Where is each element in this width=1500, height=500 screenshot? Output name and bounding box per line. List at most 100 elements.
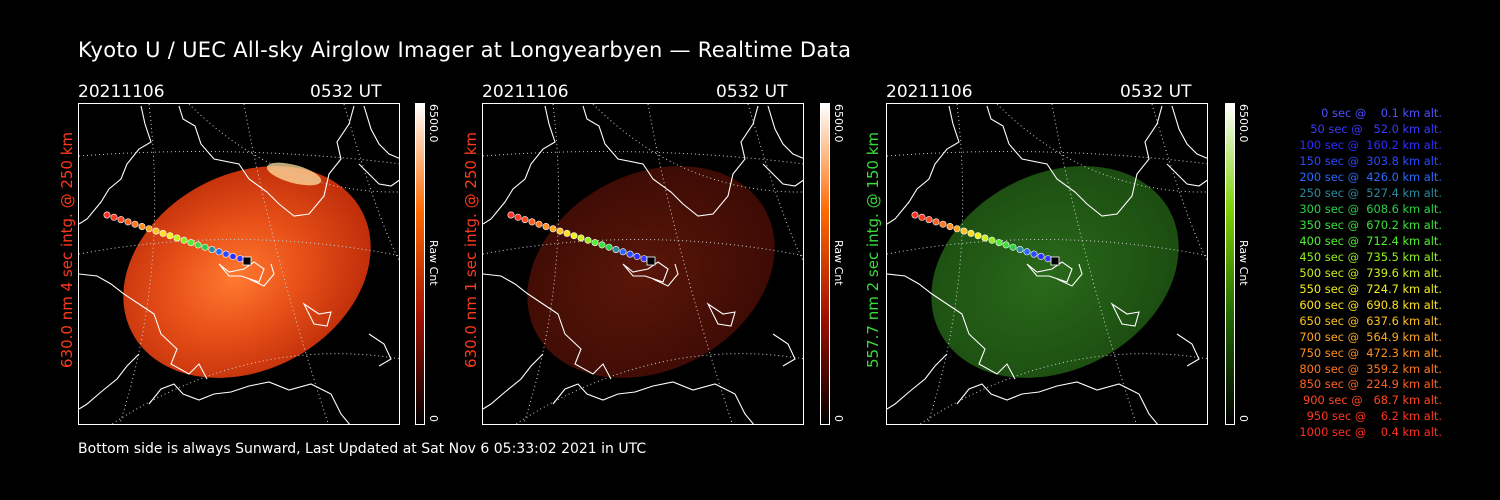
trajectory-point	[117, 216, 125, 224]
grid-line	[79, 151, 399, 165]
trajectory-point	[173, 234, 181, 242]
trajectory-point	[556, 227, 564, 235]
trajectory-point	[542, 223, 550, 231]
coastline	[956, 381, 1159, 424]
legend-row: 850 sec @ 224.9 km alt.	[1295, 377, 1442, 392]
panel-3-cbar-min: 0	[1237, 415, 1250, 422]
panel-1-cbar-unit: Raw Cnt	[427, 240, 440, 286]
panel-3-cbar-max: 6500.0	[1237, 104, 1250, 143]
coastline	[1110, 302, 1140, 327]
trajectory-point	[995, 239, 1003, 247]
grid-line	[747, 104, 803, 262]
coastline	[1166, 163, 1207, 187]
grid-line	[515, 353, 803, 424]
panel-1-side-label: 630.0 nm 4 sec intg. @ 250 km	[58, 131, 76, 368]
trajectory-point	[633, 252, 641, 260]
trajectory-point	[1044, 255, 1052, 263]
panel-3-colorbar	[1225, 103, 1235, 425]
panel-1-time: 0532 UT	[310, 82, 382, 102]
grid-line	[887, 151, 1207, 165]
coastline	[248, 263, 275, 287]
grid-line	[927, 104, 964, 424]
trajectory-point	[925, 216, 933, 224]
legend-row: 750 sec @ 472.3 km alt.	[1295, 345, 1442, 360]
trajectory-point	[1023, 248, 1031, 256]
trajectory-point	[911, 211, 919, 219]
trajectory-point	[918, 213, 926, 221]
airglow-disc	[123, 166, 371, 378]
coastline	[148, 381, 351, 424]
grid-line	[887, 238, 1207, 257]
panel-2-date: 20211106	[482, 82, 569, 102]
panel-2-cbar-unit: Raw Cnt	[832, 240, 845, 286]
trajectory-point	[974, 232, 982, 240]
legend-row: 800 sec @ 359.2 km alt.	[1295, 361, 1442, 376]
coastline	[652, 263, 679, 287]
trajectory-point	[236, 255, 244, 263]
legend-row: 100 sec @ 160.2 km alt.	[1295, 137, 1442, 152]
panel-3-time: 0532 UT	[1120, 82, 1192, 102]
trajectory-point	[521, 216, 529, 224]
trajectory-point	[138, 223, 146, 231]
legend-row: 150 sec @ 303.8 km alt.	[1295, 153, 1442, 168]
coastline	[358, 163, 399, 187]
station-marker	[1050, 256, 1060, 266]
airglow-disc	[527, 166, 775, 378]
coastline	[1026, 261, 1073, 283]
station-marker	[242, 256, 252, 266]
trajectory-point	[981, 234, 989, 242]
trajectory-point	[946, 223, 954, 231]
trajectory-point	[103, 211, 111, 219]
trajectory-point	[1016, 246, 1024, 254]
panel-1-colorbar	[415, 103, 425, 425]
trajectory-point	[528, 218, 536, 226]
panel-2-side-label: 630.0 nm 1 sec intg. @ 250 km	[462, 131, 480, 368]
legend-row: 200 sec @ 426.0 km alt.	[1295, 169, 1442, 184]
panel-2-colorbar	[820, 103, 830, 425]
legend-row: 900 sec @ 68.7 km alt.	[1299, 393, 1442, 408]
coastline	[1056, 263, 1083, 287]
coastline	[483, 105, 556, 225]
trajectory-point	[166, 232, 174, 240]
trajectory-point	[549, 225, 557, 233]
trajectory-point	[591, 239, 599, 247]
trajectory-point	[507, 211, 515, 219]
trajectory-point	[535, 220, 543, 228]
coastline	[483, 273, 612, 380]
legend-row: 0 sec @ 0.1 km alt.	[1310, 106, 1442, 120]
trajectory-point	[187, 239, 195, 247]
coastline	[767, 105, 803, 159]
legend-row: 400 sec @ 712.4 km alt.	[1295, 233, 1442, 248]
grid-line	[919, 353, 1207, 424]
trajectory-point	[201, 243, 209, 251]
trajectory-point	[159, 229, 167, 237]
trajectory-point	[208, 246, 216, 254]
trajectory-point	[953, 225, 961, 233]
legend-row: 450 sec @ 735.5 km alt.	[1295, 249, 1442, 264]
grid-line	[343, 104, 399, 262]
panel-3-side-label: 557.7 nm 2 sec intg. @ 150 km	[864, 131, 882, 368]
airglow-disc	[931, 166, 1179, 378]
grid-line	[483, 238, 803, 257]
trajectory-point	[932, 218, 940, 226]
trajectory-point	[570, 232, 578, 240]
trajectory-point	[1037, 252, 1045, 260]
trajectory-point	[967, 229, 975, 237]
footer-note: Bottom side is always Sunward, Last Upda…	[78, 441, 647, 457]
trajectory-point	[626, 250, 634, 258]
trajectory-point	[1002, 241, 1010, 249]
legend-row: 700 sec @ 564.9 km alt.	[1295, 329, 1442, 344]
trajectory-point	[563, 229, 571, 237]
grid-line	[119, 104, 156, 424]
panel-2-cbar-min: 0	[832, 415, 845, 422]
trajectory-point	[1030, 250, 1038, 258]
trajectory-point	[514, 213, 522, 221]
coastline	[368, 333, 392, 367]
trajectory-point	[145, 225, 153, 233]
trajectory-point	[584, 236, 592, 244]
legend-row: 950 sec @ 6.2 km alt.	[1303, 409, 1442, 424]
trajectory-point	[598, 241, 606, 249]
coastline	[363, 105, 399, 159]
station-marker	[646, 256, 656, 266]
coastline	[1176, 333, 1200, 367]
